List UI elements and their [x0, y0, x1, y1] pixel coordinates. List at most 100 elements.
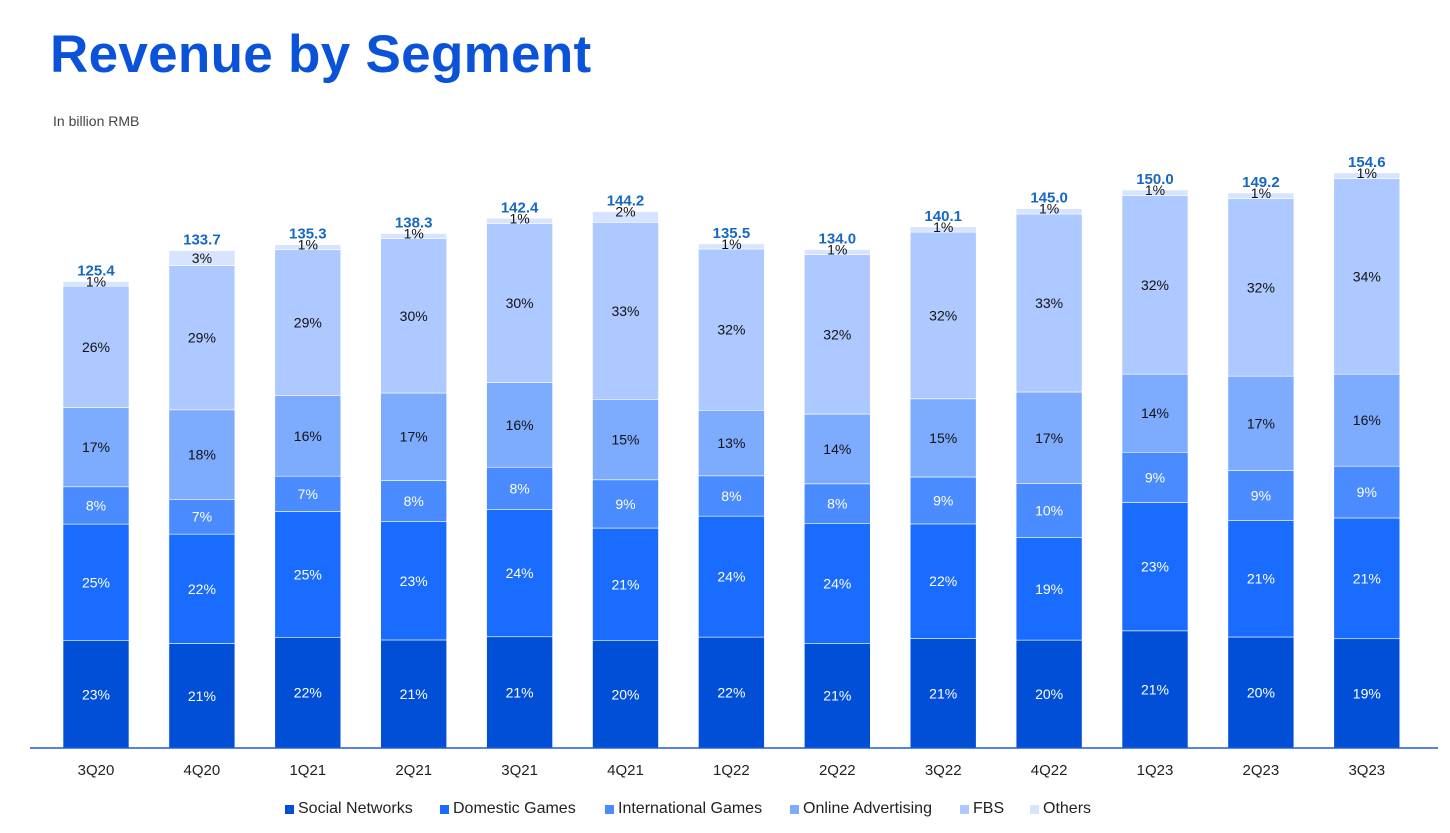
segment-label-social-networks: 22% — [294, 685, 322, 701]
segment-label-international-games: 9% — [1251, 487, 1271, 503]
legend-swatch — [790, 805, 799, 814]
legend-label: Social Networks — [298, 800, 413, 818]
segment-label-domestic-games: 25% — [82, 574, 110, 590]
segment-label-domestic-games: 23% — [400, 573, 428, 589]
segment-label-social-networks: 20% — [1035, 686, 1063, 702]
legend-swatch — [605, 805, 614, 814]
stacked-bar-chart: 23%25%8%17%26%1%125.43Q2021%22%7%18%29%3… — [0, 0, 1450, 833]
segment-label-fbs: 32% — [823, 326, 851, 342]
segment-label-fbs: 30% — [400, 308, 428, 324]
segment-label-domestic-games: 23% — [1141, 559, 1169, 575]
segment-label-domestic-games: 19% — [1035, 581, 1063, 597]
chart-legend: Social Networks Domestic Games Internation… — [0, 800, 1450, 822]
segment-label-social-networks: 23% — [82, 686, 110, 702]
legend-label: Domestic Games — [453, 800, 576, 818]
segment-label-fbs: 32% — [1247, 279, 1275, 295]
segment-label-social-networks: 21% — [929, 685, 957, 701]
segment-label-online-advertising: 17% — [400, 429, 428, 445]
segment-label-fbs: 26% — [82, 339, 110, 355]
x-tick-label: 2Q23 — [1243, 762, 1280, 779]
segment-label-domestic-games: 24% — [717, 569, 745, 585]
segment-label-fbs: 30% — [506, 295, 534, 311]
total-label: 134.0 — [819, 231, 857, 248]
x-tick-label: 2Q21 — [395, 762, 432, 779]
total-label: 142.4 — [501, 199, 539, 216]
segment-label-international-games: 7% — [192, 509, 212, 525]
x-tick-label: 3Q20 — [78, 762, 115, 779]
segment-label-international-games: 7% — [298, 486, 318, 502]
segment-label-international-games: 8% — [721, 488, 741, 504]
total-label: 154.6 — [1348, 154, 1386, 171]
segment-label-online-advertising: 17% — [1247, 415, 1275, 431]
segment-label-domestic-games: 21% — [611, 576, 639, 592]
x-tick-label: 3Q22 — [925, 762, 962, 779]
legend-item-social-networks: Social Networks — [285, 800, 413, 818]
x-tick-label: 1Q23 — [1137, 762, 1174, 779]
segment-label-online-advertising: 15% — [611, 432, 639, 448]
segment-label-online-advertising: 16% — [1353, 412, 1381, 428]
segment-label-fbs: 29% — [294, 315, 322, 331]
segment-label-social-networks: 21% — [400, 686, 428, 702]
segment-label-fbs: 29% — [188, 330, 216, 346]
segment-label-social-networks: 21% — [188, 688, 216, 704]
segment-label-domestic-games: 21% — [1353, 570, 1381, 586]
segment-label-international-games: 8% — [404, 493, 424, 509]
total-label: 138.3 — [395, 215, 433, 232]
x-tick-label: 1Q21 — [289, 762, 326, 779]
total-label: 133.7 — [183, 232, 221, 249]
segment-label-domestic-games: 24% — [506, 565, 534, 581]
segment-label-online-advertising: 17% — [1035, 430, 1063, 446]
segment-label-domestic-games: 22% — [188, 581, 216, 597]
segment-label-fbs: 32% — [929, 307, 957, 323]
segment-label-social-networks: 21% — [823, 688, 851, 704]
total-label: 144.2 — [607, 193, 645, 210]
segment-label-online-advertising: 14% — [823, 441, 851, 457]
legend-swatch — [960, 805, 969, 814]
segment-label-others: 3% — [192, 250, 212, 266]
legend-item-others: Others — [1030, 800, 1091, 818]
legend-label: Online Advertising — [803, 800, 932, 818]
legend-item-international-games: International Games — [605, 800, 762, 818]
segment-label-international-games: 8% — [86, 497, 106, 513]
segment-label-fbs: 32% — [717, 322, 745, 338]
segment-label-online-advertising: 17% — [82, 439, 110, 455]
segment-label-online-advertising: 16% — [506, 417, 534, 433]
x-tick-label: 4Q22 — [1031, 762, 1068, 779]
segment-label-domestic-games: 22% — [929, 573, 957, 589]
segment-label-fbs: 33% — [611, 303, 639, 319]
total-label: 145.0 — [1030, 190, 1068, 207]
segment-label-international-games: 9% — [1357, 484, 1377, 500]
segment-label-social-networks: 21% — [506, 684, 534, 700]
x-tick-label: 3Q21 — [501, 762, 538, 779]
segment-label-fbs: 33% — [1035, 295, 1063, 311]
segment-label-social-networks: 21% — [1141, 681, 1169, 697]
segment-label-fbs: 32% — [1141, 277, 1169, 293]
x-tick-label: 3Q23 — [1348, 762, 1385, 779]
segment-label-online-advertising: 14% — [1141, 405, 1169, 421]
segment-label-social-networks: 20% — [1247, 684, 1275, 700]
legend-swatch — [1030, 805, 1039, 814]
segment-label-online-advertising: 15% — [929, 430, 957, 446]
x-tick-label: 2Q22 — [819, 762, 856, 779]
segment-label-social-networks: 22% — [717, 685, 745, 701]
segment-label-international-games: 10% — [1035, 503, 1063, 519]
legend-item-online-advertising: Online Advertising — [790, 800, 932, 818]
total-label: 150.0 — [1136, 171, 1174, 188]
segment-label-international-games: 9% — [615, 496, 635, 512]
legend-item-fbs: FBS — [960, 800, 1004, 818]
total-label: 135.3 — [289, 226, 327, 243]
segment-label-fbs: 34% — [1353, 268, 1381, 284]
segment-label-online-advertising: 18% — [188, 447, 216, 463]
segment-label-online-advertising: 16% — [294, 428, 322, 444]
total-label: 140.1 — [924, 208, 962, 225]
legend-label: International Games — [618, 800, 762, 818]
segment-label-domestic-games: 25% — [294, 566, 322, 582]
segment-label-social-networks: 19% — [1353, 685, 1381, 701]
segment-label-international-games: 8% — [827, 496, 847, 512]
segment-label-domestic-games: 24% — [823, 576, 851, 592]
x-tick-label: 4Q21 — [607, 762, 644, 779]
segment-label-domestic-games: 21% — [1247, 571, 1275, 587]
legend-label: Others — [1043, 800, 1091, 818]
total-label: 149.2 — [1242, 174, 1280, 191]
legend-swatch — [440, 805, 449, 814]
